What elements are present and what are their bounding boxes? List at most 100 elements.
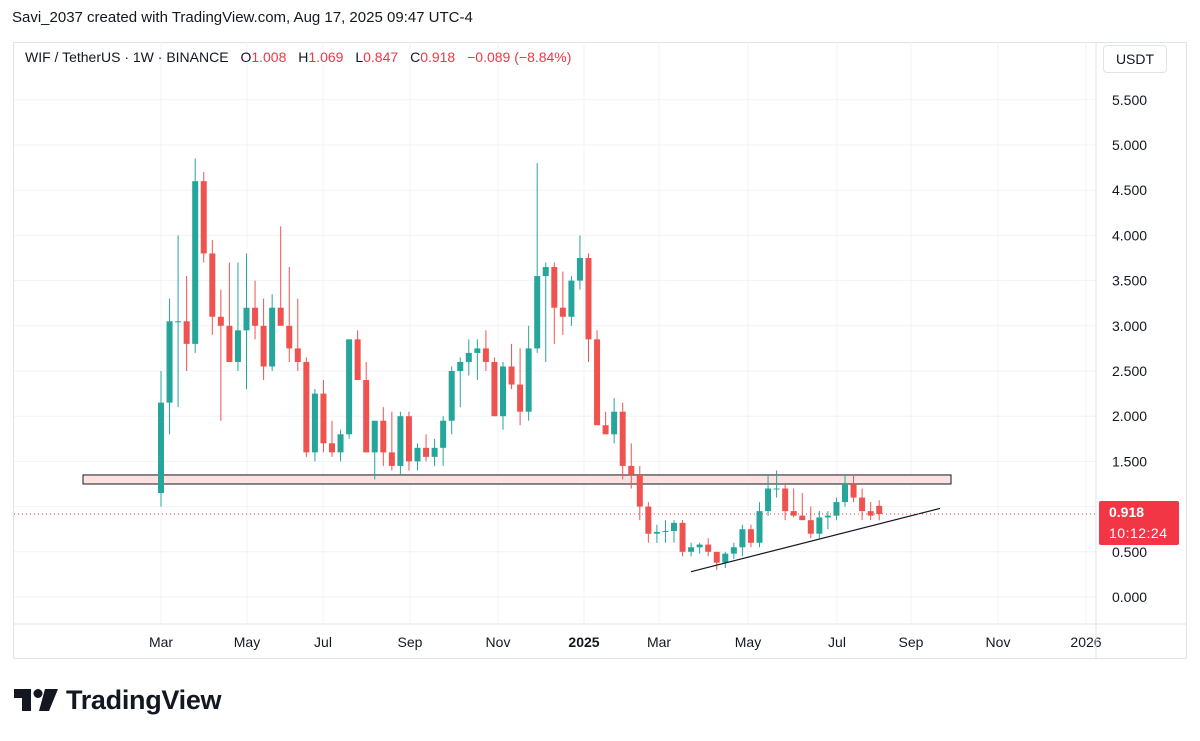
candle <box>234 262 241 371</box>
tradingview-wordmark: TradingView <box>66 684 222 715</box>
candle <box>662 520 669 543</box>
candle <box>440 416 447 466</box>
candle <box>859 488 866 521</box>
candle-body <box>337 434 344 453</box>
ohlc-legend: WIF / TetherUS · 1W · BINANCE O1.008 H1.… <box>25 49 571 65</box>
candle <box>346 339 353 439</box>
candle <box>679 520 686 557</box>
candle-body <box>671 522 677 532</box>
candle <box>465 339 472 376</box>
candle-body <box>765 488 772 512</box>
x-tick-label: Sep <box>899 634 924 650</box>
candle-body <box>747 529 754 543</box>
candle-body <box>363 380 370 453</box>
candle-body <box>294 348 301 362</box>
close-label: C <box>410 49 421 65</box>
candle-body <box>209 253 216 317</box>
candle-body <box>773 488 780 490</box>
candle <box>790 488 797 518</box>
candle <box>311 389 318 462</box>
candle <box>628 443 635 489</box>
candle-body <box>183 321 190 344</box>
y-tick-label: 1.500 <box>1112 453 1147 469</box>
candle-body <box>842 484 848 503</box>
high-label: H <box>298 49 309 65</box>
candle <box>602 411 609 435</box>
candle-body <box>688 547 695 552</box>
candle-body <box>320 393 327 444</box>
candle <box>542 262 549 362</box>
candle-body <box>200 181 207 254</box>
candle-body <box>158 402 164 494</box>
candle <box>517 348 524 426</box>
candle <box>482 330 489 371</box>
grid-lines <box>14 42 1096 624</box>
candle <box>739 524 746 557</box>
candle <box>807 506 814 539</box>
candle-body <box>730 547 737 554</box>
y-tick-label: 5.000 <box>1112 137 1147 153</box>
y-tick-label: 3.500 <box>1112 273 1147 289</box>
candle <box>260 298 267 381</box>
candle-body <box>534 276 541 349</box>
low-label: L <box>355 49 364 65</box>
candle-body <box>645 506 652 534</box>
candle-body <box>833 502 840 516</box>
candle-body <box>859 497 866 512</box>
candle <box>209 239 216 335</box>
candle <box>619 402 626 480</box>
y-tick-label: 0.000 <box>1112 589 1147 605</box>
candle-body <box>311 393 318 453</box>
candle-body <box>653 531 660 534</box>
currency-button[interactable]: USDT <box>1103 45 1167 73</box>
x-tick-label: Jul <box>314 634 332 650</box>
candle <box>354 330 361 381</box>
candle-body <box>457 361 464 371</box>
candle-body <box>217 316 224 326</box>
candle <box>636 465 643 521</box>
x-tick-label: 2025 <box>568 634 599 650</box>
chart-frame <box>13 42 1187 659</box>
candle-body <box>713 551 720 563</box>
candle-body <box>824 515 831 518</box>
resistance-zone-box <box>82 474 952 485</box>
candle-body <box>876 505 883 515</box>
candle <box>226 262 233 362</box>
candle-body <box>388 452 395 466</box>
x-tick-label: Jul <box>828 634 846 650</box>
y-tick-label: 2.500 <box>1112 363 1147 379</box>
candle-body <box>465 352 472 362</box>
candle-body <box>816 517 823 534</box>
candle <box>756 502 763 548</box>
candle <box>534 163 541 353</box>
candle <box>722 551 729 569</box>
candle <box>243 253 250 390</box>
support-trendline <box>690 507 941 573</box>
candle <box>696 542 703 554</box>
candle <box>842 474 848 507</box>
candle-body <box>568 280 575 317</box>
change-value: −0.089 (−8.84%) <box>467 49 572 65</box>
symbol-label[interactable]: WIF / TetherUS · 1W · BINANCE <box>25 49 229 65</box>
candle <box>876 500 883 521</box>
resistance-zone <box>82 474 952 485</box>
candle-body <box>371 420 378 453</box>
candle-body <box>226 325 233 362</box>
open-label: O <box>240 49 252 65</box>
candle <box>175 235 182 408</box>
candle <box>611 398 618 444</box>
candle-body <box>542 267 549 277</box>
candle-body <box>867 511 874 516</box>
candle-body <box>234 330 241 362</box>
candle-body <box>491 361 498 417</box>
y-tick-label: 4.000 <box>1112 227 1147 243</box>
candle <box>329 420 335 457</box>
candle <box>645 502 652 543</box>
bar-countdown: 10:12:24 <box>1109 525 1168 541</box>
overlays <box>14 507 1096 573</box>
candle-body <box>397 416 404 466</box>
candle-body <box>414 447 421 462</box>
candle-body <box>585 258 592 340</box>
candle-body <box>243 307 250 331</box>
